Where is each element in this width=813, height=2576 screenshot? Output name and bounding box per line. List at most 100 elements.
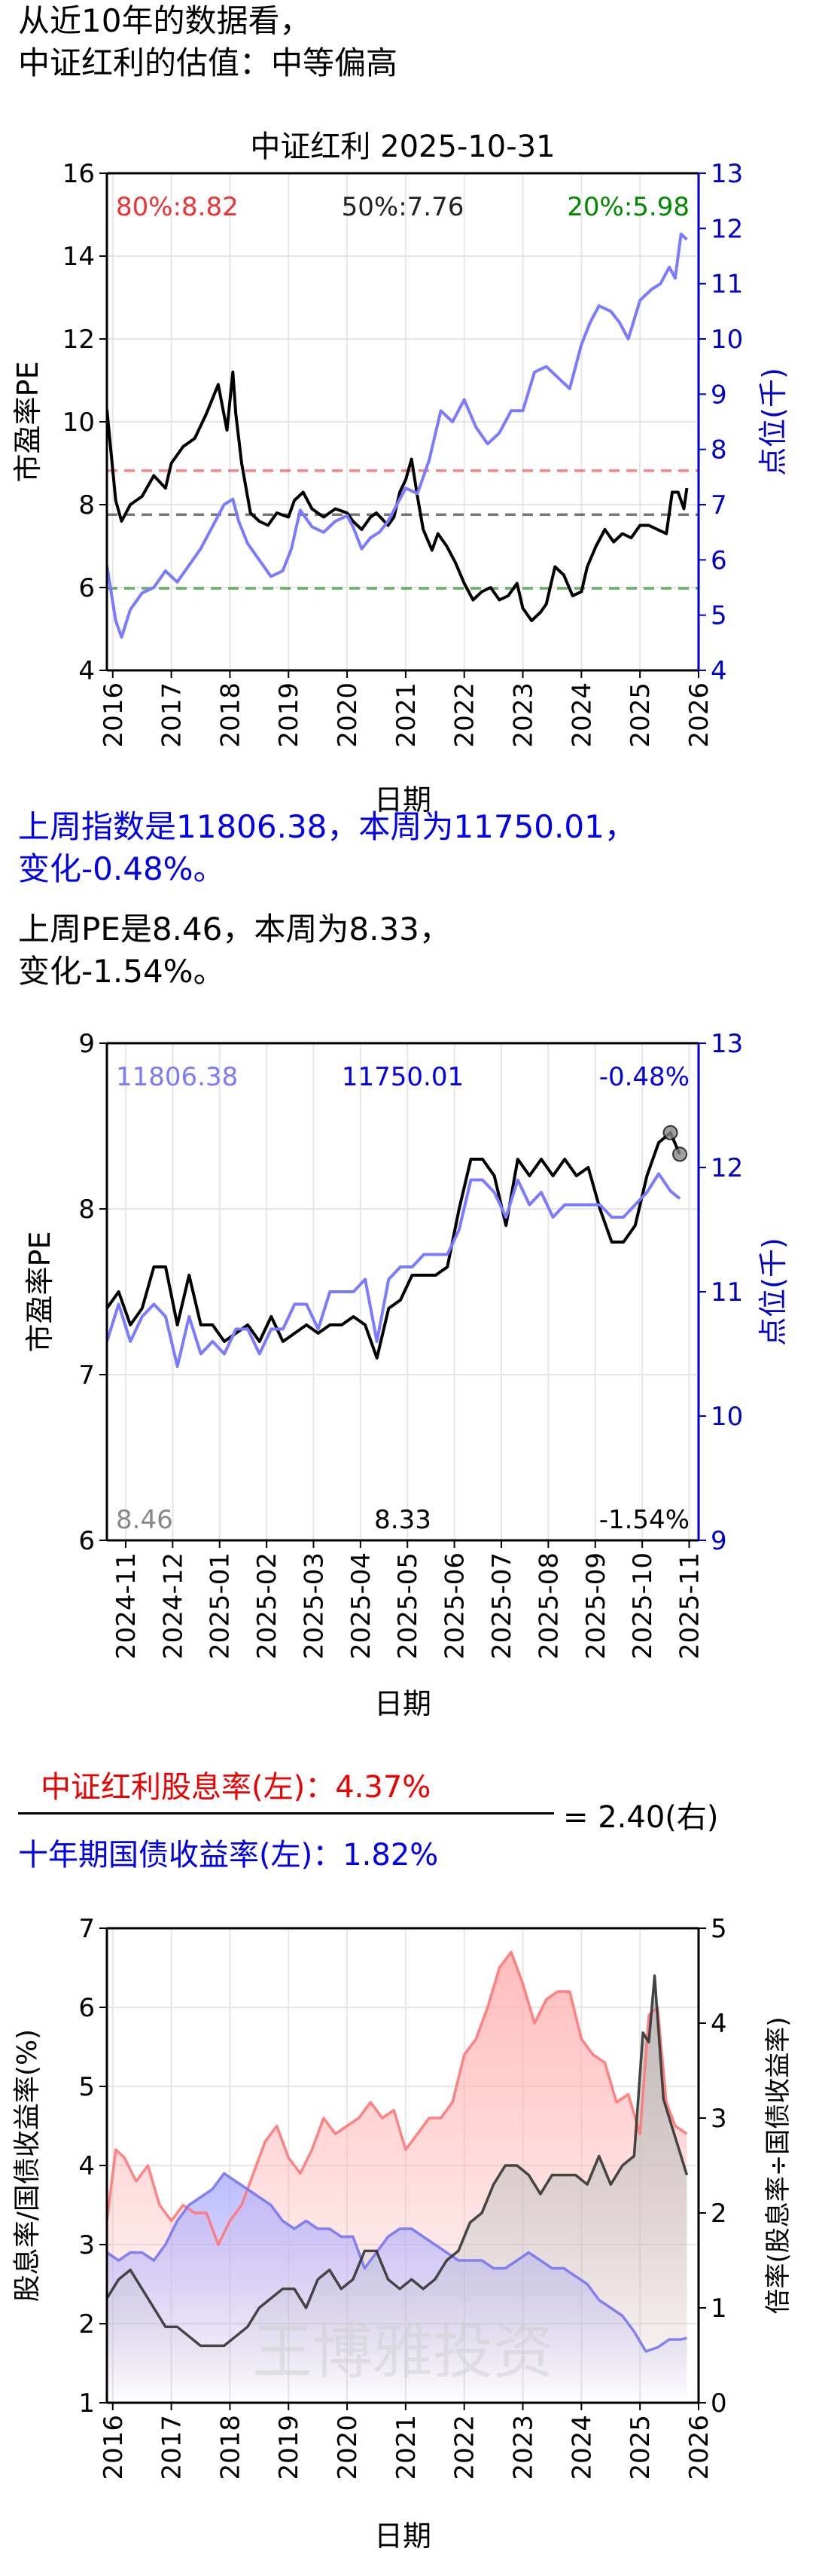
pe-change-line-1: 上周PE是8.46，本周为8.33， — [18, 911, 451, 948]
y-tick-label: 14 — [62, 242, 95, 272]
x-tick-label: 2019 — [274, 682, 304, 748]
x-tick-label: 2025-07 — [487, 1552, 517, 1659]
pe-endpoint-marker — [662, 1125, 678, 1140]
y-right-tick-label: 2 — [711, 2199, 727, 2229]
index-change-line-2: 变化-0.48%。 — [18, 850, 225, 887]
y-tick-label: 1 — [78, 2388, 95, 2419]
x-tick-label: 2024-11 — [111, 1552, 142, 1659]
y-tick-label: 4 — [78, 2151, 95, 2181]
y-axis-label: 股息率/国债收益率(%) — [12, 2029, 43, 2302]
yield-ratio-chart: 1 2 3 4 5 6 7 0 1 2 3 4 5 2016 2017 2018 2019 2020 2021 202… — [12, 1914, 793, 2553]
y-right-tick-label: 10 — [711, 1402, 743, 1432]
x-tick-label: 2024 — [567, 2415, 597, 2480]
x-tick-label: 2025-10 — [628, 1552, 658, 1659]
x-tick-label: 2026 — [684, 2415, 714, 2480]
y-tick-label: 7 — [78, 1914, 95, 1944]
x-axis-label: 日期 — [374, 783, 431, 816]
index-change-label: -0.48% — [599, 1062, 690, 1092]
x-tick-label: 2023 — [509, 2415, 539, 2480]
y-tick-label: 6 — [78, 573, 95, 603]
x-tick-label: 2020 — [333, 682, 363, 748]
intro-line-2: 中证红利的估值：中等偏高 — [18, 44, 398, 81]
percentile-label: 50%:7.76 — [342, 192, 464, 222]
pe-change-line-2: 变化-1.54%。 — [18, 953, 225, 990]
pe-series-line — [107, 371, 689, 622]
pe-endpoint-marker — [672, 1146, 688, 1162]
x-tick-label: 2025-08 — [534, 1552, 564, 1659]
x-tick-label: 2016 — [99, 2415, 129, 2480]
y-right-axis-label: 倍率(股息率÷国债收益率) — [763, 2016, 793, 2314]
y-tick-label: 7 — [78, 1360, 95, 1390]
y-right-tick-label: 10 — [711, 325, 743, 355]
index-prev-label: 11806.38 — [116, 1062, 238, 1092]
y-right-tick-label: 4 — [711, 656, 727, 686]
index-series-line — [107, 1172, 681, 1368]
pe-series-line — [107, 1950, 688, 2246]
dividend-yield-label: 中证红利股息率(左)：4.37% — [41, 1770, 431, 1805]
pe-series-line — [107, 2172, 687, 2353]
index-change-line-1: 上周指数是11806.38，本周为11750.01， — [18, 808, 636, 845]
y-right-tick-label: 6 — [711, 545, 727, 575]
y-tick-label: 6 — [78, 1993, 95, 2023]
pe-curr-label: 8.33 — [374, 1505, 431, 1535]
y-tick-label: 10 — [62, 407, 95, 438]
x-tick-label: 2017 — [157, 682, 187, 748]
x-tick-label: 2026 — [684, 682, 714, 748]
pe-index-chart-10y: 中证红利 2025-10-31 4 6 8 10 12 14 16 4 5 6 7 8 9 10 11 12 13… — [11, 130, 790, 816]
x-tick-label: 2018 — [215, 2415, 245, 2480]
y-tick-label: 3 — [78, 2230, 95, 2260]
y-right-tick-label: 0 — [711, 2388, 727, 2419]
ratio-header: 中证红利股息率(左)：4.37% 十年期国债收益率(左)：1.82% = 2.4… — [18, 1755, 801, 1906]
x-tick-label: 2016 — [99, 682, 129, 748]
x-tick-label: 2025-09 — [581, 1552, 611, 1659]
x-tick-label: 2025-11 — [675, 1552, 705, 1659]
x-tick-label: 2025-06 — [440, 1552, 470, 1659]
y-right-tick-label: 9 — [711, 1526, 727, 1556]
y-right-tick-label: 7 — [711, 490, 727, 520]
y-tick-label: 5 — [78, 2072, 95, 2102]
x-tick-label: 2021 — [391, 682, 422, 748]
y-tick-label: 4 — [78, 656, 95, 686]
y-right-tick-label: 1 — [711, 2294, 727, 2324]
x-tick-label: 2025-02 — [252, 1552, 282, 1659]
pe-change-label: -1.54% — [599, 1505, 690, 1535]
y-right-tick-label: 9 — [711, 380, 727, 410]
chart-title: 中证红利 2025-10-31 — [250, 130, 555, 164]
x-tick-label: 2018 — [215, 682, 245, 748]
x-tick-label: 2019 — [274, 2415, 304, 2480]
plot-area — [107, 232, 699, 639]
plot-area — [107, 1950, 689, 2403]
y-right-tick-label: 13 — [711, 1029, 743, 1059]
fraction-bar — [18, 1812, 554, 1814]
index-curr-label: 11750.01 — [342, 1062, 464, 1092]
x-tick-label: 2017 — [157, 2415, 187, 2480]
intro-line-1: 从近10年的数据看， — [18, 2, 312, 39]
x-tick-label: 2023 — [509, 682, 539, 748]
x-tick-label: 2022 — [450, 2415, 480, 2480]
x-tick-label: 2025 — [626, 682, 656, 748]
y-right-tick-label: 13 — [711, 159, 743, 189]
pe-series-line — [107, 1131, 681, 1360]
x-tick-label: 2021 — [391, 2415, 422, 2480]
percentile-label: 80%:8.82 — [116, 192, 239, 222]
plot-area — [107, 1131, 681, 1368]
watermark-text: 王博雅投资 — [252, 2317, 553, 2387]
grid-lines — [107, 172, 699, 671]
y-tick-label: 6 — [78, 1526, 95, 1556]
pe-prev-label: 8.46 — [116, 1505, 173, 1535]
y-right-tick-label: 5 — [711, 1914, 727, 1944]
index-series-line — [107, 232, 688, 639]
y-right-tick-label: 4 — [711, 2009, 727, 2039]
y-right-tick-label: 11 — [711, 270, 743, 300]
index-series-line — [107, 1974, 689, 2348]
bond-yield-label: 十年期国债收益率(左)：1.82% — [18, 1838, 439, 1872]
y-tick-label: 9 — [78, 1029, 95, 1059]
y-tick-label: 16 — [62, 159, 95, 189]
percentile-label: 20%:5.98 — [567, 192, 690, 222]
x-tick-label: 2020 — [333, 2415, 363, 2480]
ratio-result: = 2.40(右) — [563, 1800, 719, 1835]
y-right-tick-label: 3 — [711, 2104, 727, 2134]
x-tick-label: 2025-05 — [393, 1552, 423, 1659]
y-right-axis-label: 点位(千) — [757, 1238, 790, 1346]
y-axis-label: 市盈率PE — [11, 362, 44, 483]
